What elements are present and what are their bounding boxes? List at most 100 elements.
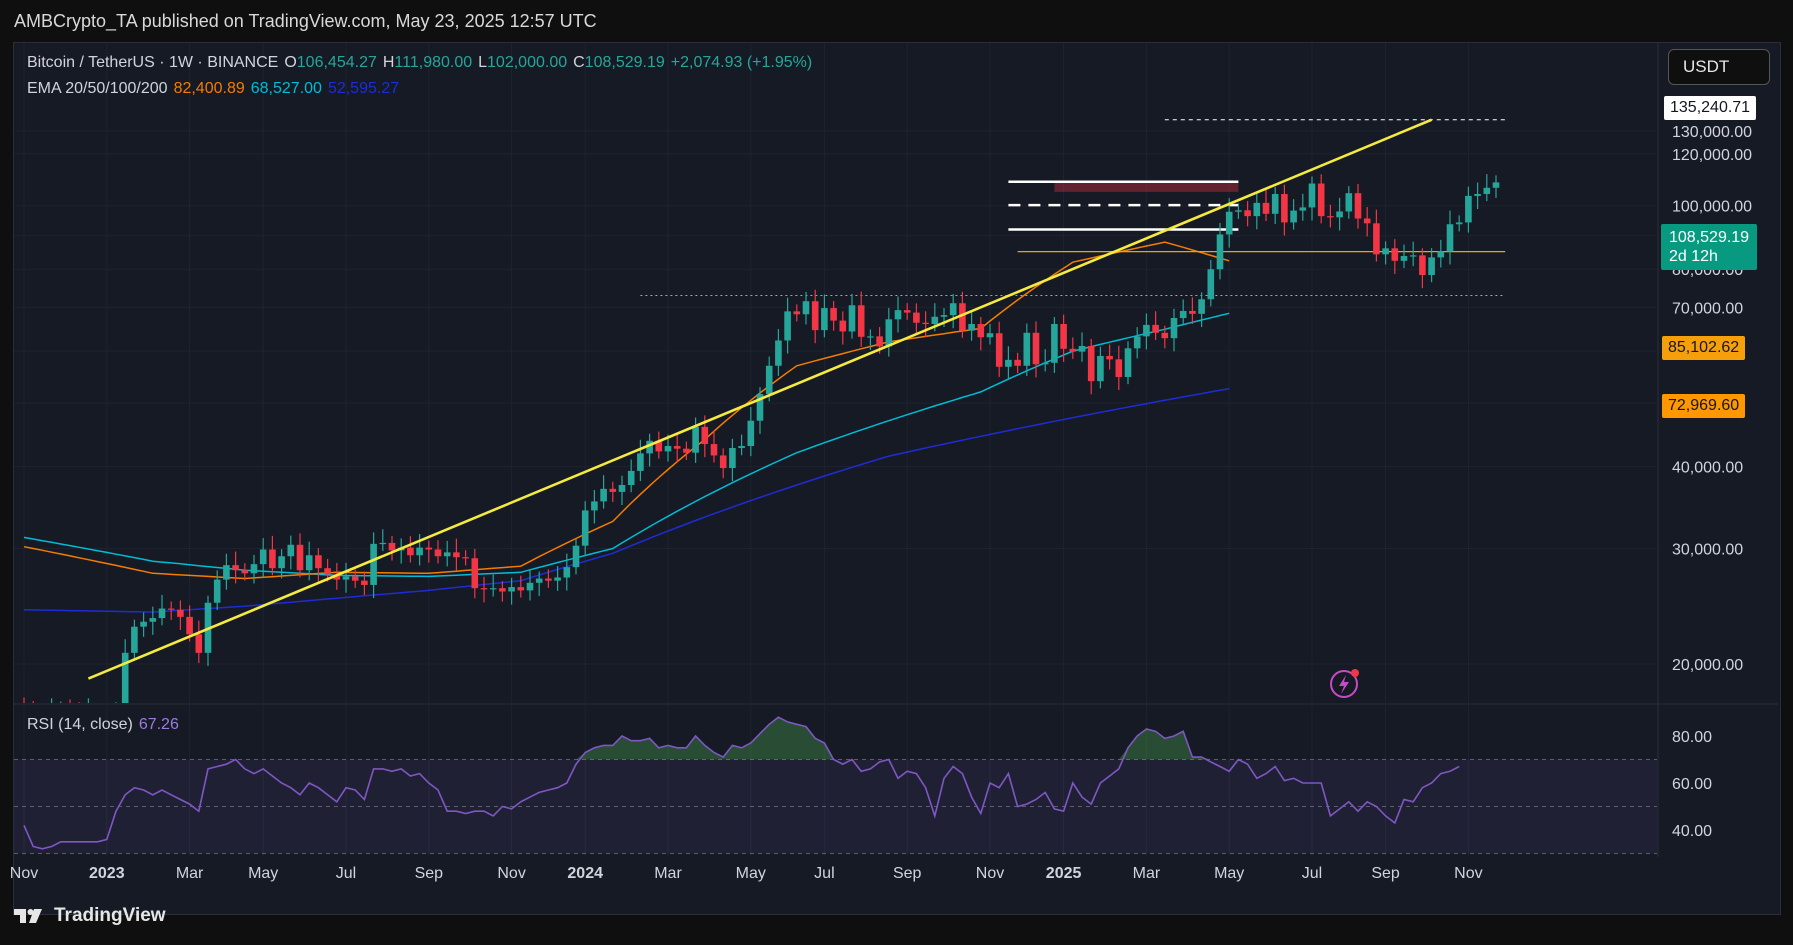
candle-body [1023,332,1031,366]
candle-body [1078,345,1086,352]
candle-body [1354,193,1362,219]
candle-body [1244,210,1251,217]
time-tick-label: 2023 [89,865,125,882]
candle-body [1492,182,1500,188]
candle-body [140,621,147,627]
candle-body [1373,223,1380,255]
candle-body [121,652,129,703]
candle-body [1069,348,1077,352]
candle-body [1152,324,1159,333]
ema100-value: 52,595.27 [327,80,400,97]
rsi-line [23,716,1460,850]
low-value: 102,000.00 [487,54,568,71]
candle-body [848,305,856,332]
candle-body [296,544,304,571]
time-tick-label: 2024 [567,865,603,882]
ema-legend: EMA 20/50/100/200 82,400.89 68,527.00 52,59… [27,80,405,98]
candle-body [425,547,433,550]
candle-body [1262,202,1270,214]
candles [23,174,1500,715]
ema50-line [23,312,1230,578]
candle-body [646,440,653,454]
ema20-line [23,241,1230,580]
bar-countdown: 2d 12h [1669,248,1718,265]
rsi-label: RSI (14, close) [27,716,133,733]
candle-body [830,308,837,321]
candle-body [581,510,589,546]
candle-body [1124,348,1132,377]
time-tick-label: Jul [1302,865,1322,882]
candle-body [683,448,690,453]
time-tick-label: Jul [814,865,834,882]
candle-body [388,542,396,551]
candle-body [692,426,699,453]
candle-body [1317,183,1325,217]
candle-body [867,336,874,338]
candle-body [471,558,479,589]
current-price-tag: 108,529.19 2d 12h [1661,224,1758,270]
candle-body [1345,193,1353,212]
ema20-value: 82,400.89 [173,80,245,97]
candle-body [131,626,138,653]
candle-body [765,365,773,395]
candle-body [1235,210,1242,212]
candle-body [1216,234,1224,270]
candle-body [591,501,598,511]
close-label: C [573,54,585,71]
time-tick-label: Sep [1371,865,1400,882]
candle-body [1455,222,1463,225]
ema-lines [23,241,1230,613]
candle-body [1060,324,1067,349]
currency-button[interactable]: USDT [1668,49,1770,85]
candle-body [259,549,267,565]
rsi-legend: RSI (14, close) 67.26 [27,716,185,734]
candle-body [1198,299,1205,314]
candle-body [931,316,939,325]
candle-body [250,564,258,574]
candle-body [1253,202,1261,217]
candle-body [995,333,1003,367]
candle-body [1419,255,1426,276]
rsi-tick-label: 60.00 [1672,776,1712,793]
candle-body [508,587,515,592]
candle-body [499,588,506,592]
target-price-tag: 135,240.71 [1664,96,1757,120]
candle-body [480,588,488,590]
candle-body [1308,183,1316,208]
price-tick-label: 20,000.00 [1672,657,1743,674]
candle-body [857,305,865,337]
candle-body [903,310,911,313]
tradingview-logo-icon [14,909,42,923]
high-label: H [382,54,395,71]
candle-body [1281,193,1288,223]
candle-body [94,712,101,715]
price-tick-label: 120,000.00 [1672,147,1752,164]
candle-body [1179,310,1187,319]
candle-body [489,588,497,590]
candle-body [719,455,727,469]
time-tick-label: Sep [415,865,444,882]
time-tick-label: 2025 [1046,865,1082,882]
grid [14,43,1657,857]
rsi-tick-label: 40.00 [1672,823,1712,840]
close-value: 108,529.19 [584,54,665,71]
candle-body [1161,332,1169,339]
candle-body [655,440,663,452]
candle-body [1474,193,1481,196]
publisher-line: AMBCrypto_TA published on TradingView.co… [14,11,597,31]
candle-body [1106,355,1113,360]
candle-body [333,574,341,580]
candle-body [232,565,239,571]
candle-body [1115,359,1123,377]
rsi-tick-label: 80.00 [1672,729,1712,746]
candle-body [58,709,65,712]
price-levels [640,119,1506,296]
candle-body [673,446,681,449]
alert-icon[interactable] [1330,669,1359,698]
time-tick-label: May [1214,865,1244,882]
candle-body [48,712,55,715]
candle-body [535,578,543,583]
candle-body [67,709,74,714]
time-tick-label: Jul [336,865,356,882]
